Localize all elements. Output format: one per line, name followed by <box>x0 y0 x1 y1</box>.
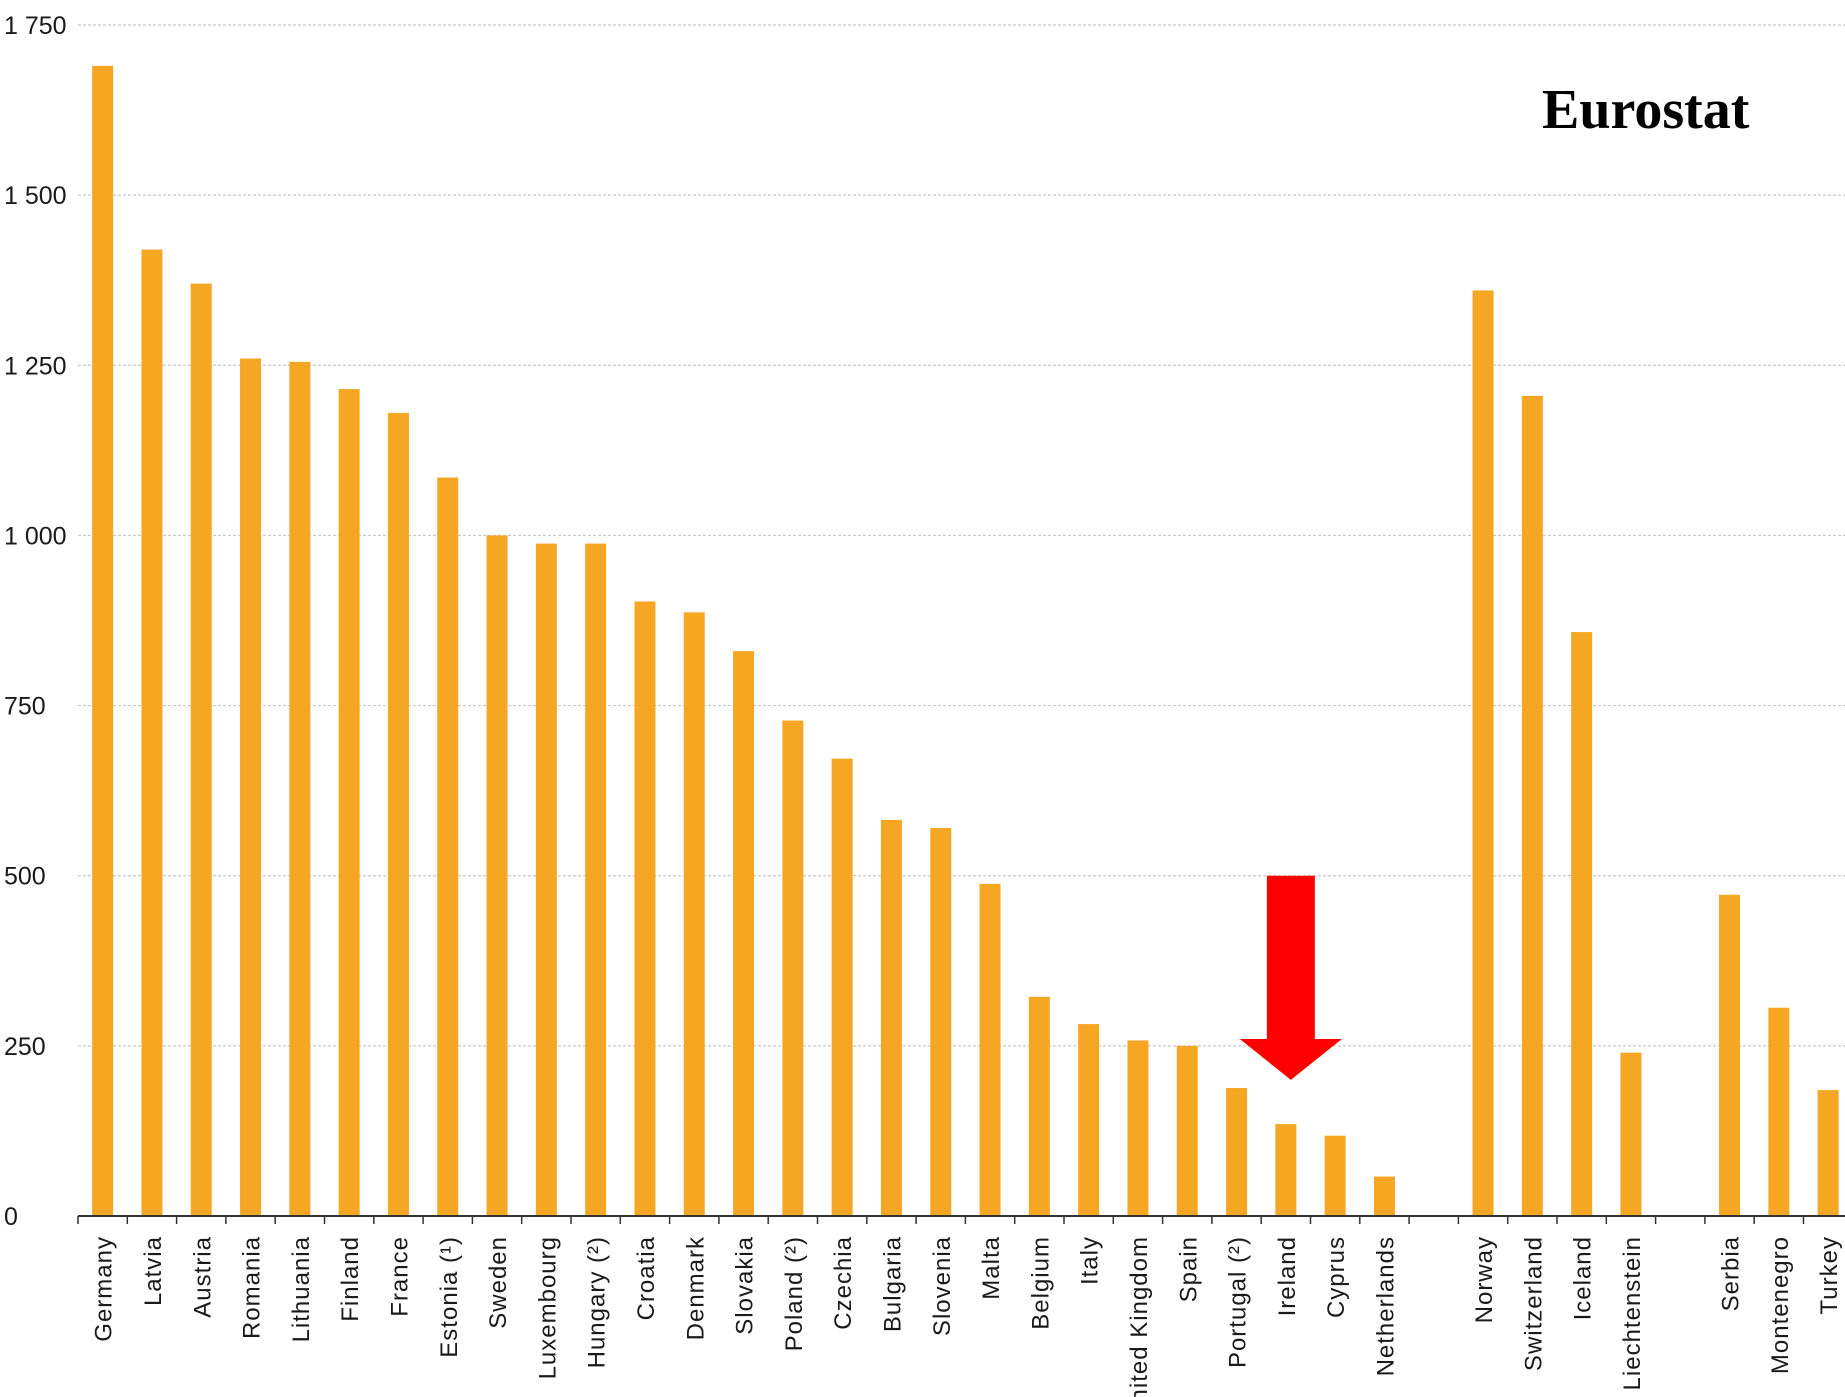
bar <box>1472 290 1494 1216</box>
x-category-label: Czechia <box>830 1236 857 1330</box>
x-category-label: Norway <box>1471 1236 1498 1323</box>
bar <box>1226 1088 1248 1216</box>
x-category-label: Serbia <box>1718 1236 1745 1311</box>
x-category-label: Iceland <box>1570 1236 1597 1320</box>
x-category-label: Montenegro <box>1767 1236 1794 1374</box>
bar <box>585 543 607 1216</box>
red-arrow-icon <box>1239 875 1342 1080</box>
bar <box>1521 395 1543 1216</box>
bar <box>634 601 656 1216</box>
bar <box>240 358 262 1217</box>
x-category-label: Luxembourg <box>534 1236 561 1379</box>
bar <box>930 828 952 1216</box>
bar <box>338 389 360 1216</box>
x-category-label: Finland <box>337 1236 364 1322</box>
x-category-label: France <box>386 1236 413 1317</box>
x-category-label: Slovakia <box>732 1236 759 1335</box>
bar <box>733 651 755 1216</box>
x-category-label: Croatia <box>633 1236 660 1320</box>
x-category-label: Portugal (²) <box>1225 1236 1252 1368</box>
y-tick-label: 1 750 <box>4 12 67 40</box>
bar <box>1078 1024 1100 1216</box>
bar <box>831 758 853 1216</box>
x-category-label: Austria <box>189 1236 216 1318</box>
bar <box>782 720 804 1216</box>
y-tick-label: 250 <box>4 1033 46 1061</box>
y-tick-label: 0 <box>4 1203 18 1231</box>
bar <box>190 283 212 1216</box>
y-tick-label: 500 <box>4 863 46 891</box>
bar <box>1324 1135 1346 1216</box>
bar <box>141 249 163 1217</box>
bar <box>979 883 1001 1216</box>
gridlines <box>78 24 1845 1047</box>
bar <box>92 65 114 1217</box>
bar <box>486 535 508 1216</box>
y-tick-label: 1 250 <box>4 352 67 380</box>
x-category-label: Lithuania <box>288 1236 315 1342</box>
y-tick-label: 750 <box>4 693 46 721</box>
x-category-label: Latvia <box>140 1236 167 1306</box>
source-label: Eurostat <box>1542 79 1750 141</box>
bars <box>92 65 1839 1217</box>
x-category-label: Belgium <box>1027 1236 1054 1330</box>
x-category-label: Romania <box>239 1236 266 1339</box>
y-axis-tick-labels: 0 250 500 750 1 000 1 250 1 500 1 750 <box>4 12 67 1231</box>
x-category-label: Germany <box>91 1236 118 1342</box>
y-tick-label: 1 000 <box>4 522 67 550</box>
x-category-label: Poland (²) <box>781 1236 808 1351</box>
x-category-label: Bulgaria <box>879 1236 906 1332</box>
x-axis-category-labels: Germany Latvia Austria Romania Lithuania Finl… <box>91 1236 1844 1397</box>
x-category-label: Turkey <box>1816 1236 1843 1314</box>
bar <box>1719 894 1741 1216</box>
x-category-label: Switzerland <box>1520 1236 1547 1371</box>
bar <box>683 612 705 1216</box>
x-category-label: Italy <box>1077 1236 1104 1285</box>
bar <box>1620 1052 1642 1216</box>
bar <box>1176 1045 1198 1216</box>
x-category-label: Ireland <box>1274 1236 1301 1316</box>
annotation-arrow <box>1239 875 1342 1080</box>
bar <box>1571 632 1593 1216</box>
x-category-label: Cyprus <box>1323 1236 1350 1318</box>
bar <box>1275 1124 1297 1216</box>
bar <box>1028 996 1050 1216</box>
x-category-label: Sweden <box>485 1236 512 1329</box>
bar <box>1127 1040 1149 1216</box>
x-category-label: Hungary (²) <box>584 1236 611 1368</box>
x-axis <box>77 1215 1845 1224</box>
bar <box>437 477 459 1217</box>
x-category-label: Denmark <box>682 1236 709 1340</box>
bar <box>1373 1176 1395 1216</box>
bar <box>289 361 311 1217</box>
bar <box>1768 1007 1790 1216</box>
bar <box>535 543 557 1216</box>
x-category-label: Slovenia <box>929 1236 956 1336</box>
x-category-label: Netherlands <box>1372 1236 1399 1376</box>
bar <box>1817 1090 1839 1216</box>
y-tick-label: 1 500 <box>4 182 67 210</box>
bar <box>387 412 409 1216</box>
x-category-label: Malta <box>978 1236 1005 1300</box>
x-category-label: Spain <box>1175 1236 1202 1302</box>
x-category-label: United Kingdom <box>1126 1236 1153 1397</box>
x-category-label: Estonia (¹) <box>436 1236 463 1358</box>
bar <box>880 819 902 1216</box>
x-category-label: Liechtenstein <box>1619 1236 1646 1390</box>
